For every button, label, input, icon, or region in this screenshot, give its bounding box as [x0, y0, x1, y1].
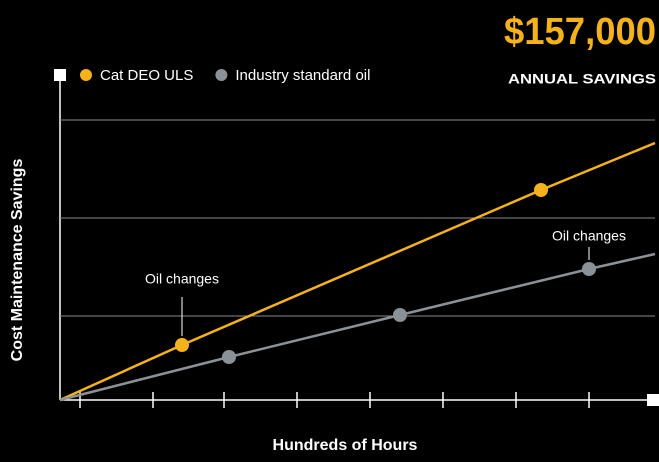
series-line [59, 141, 656, 402]
data-point [175, 338, 189, 352]
y-axis-label: Cost Maintenance Savings [9, 159, 26, 362]
data-point [393, 308, 407, 322]
data-point [582, 262, 596, 276]
legend-dot [80, 69, 92, 81]
legend-label: Industry standard oil [235, 67, 370, 84]
subheadline: ANNUAL SAVINGS [508, 71, 656, 87]
legend-dot [215, 69, 228, 81]
data-point [222, 350, 236, 364]
legend-label: Cat DEO ULS [100, 67, 193, 84]
x-axis-label: Hundreds of Hours [273, 437, 418, 454]
annotation: Oil changes [145, 271, 219, 287]
headline: $157,000 [504, 11, 656, 53]
annotation: Oil changes [552, 228, 626, 244]
data-point [534, 183, 548, 197]
